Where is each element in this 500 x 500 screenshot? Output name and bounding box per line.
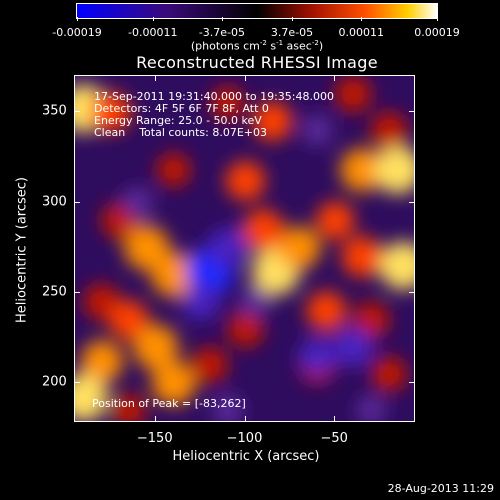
info-detectors: Detectors: 4F 5F 6F 7F 8F, Att 0 (94, 102, 269, 115)
colorbar-tick-label: -3.7e-05 (198, 26, 246, 39)
heatmap-emission-blob (334, 76, 372, 113)
y-tick-right (409, 382, 415, 384)
heatmap-emission-blob (371, 356, 407, 392)
heatmap-emission-blob (210, 86, 245, 121)
heatmap-emission-blob (91, 92, 131, 132)
colorbar (76, 3, 438, 19)
colorbar-tick (221, 17, 223, 21)
heatmap-emission-blob (242, 209, 284, 251)
chart-title: Reconstructed RHESSI Image (136, 53, 378, 72)
heatmap-emission-blob (227, 310, 264, 348)
heatmap-emission-blob (278, 226, 321, 269)
heatmap-emission-blob (83, 283, 121, 321)
heatmap-emission-blob (80, 340, 124, 383)
y-axis-label: Heliocentric Y (arcsec) (14, 177, 30, 323)
colorbar-tick-label: 3.7e-05 (270, 26, 314, 39)
timestamp: 28-Aug-2013 11:29 (387, 482, 494, 495)
heatmap-negative-blob (122, 186, 154, 219)
x-axis-label: Heliocentric X (arcsec) (172, 449, 320, 464)
y-tick-right (409, 201, 415, 203)
x-tick-label: −150 (136, 431, 173, 446)
heatmap-emission-blob (306, 291, 347, 331)
heatmap-emission-blob (225, 161, 266, 201)
y-tick-label: 300 (42, 194, 67, 209)
colorbar-tick-label: 0.00019 (414, 26, 460, 39)
heatmap-negative-blob (301, 114, 333, 146)
heatmap-emission-blob (379, 241, 414, 290)
heatmap-emission-blob (341, 236, 383, 278)
y-tick-label: 250 (42, 284, 67, 300)
colorbar-tick-label: 0.00011 (338, 26, 384, 39)
colorbar-tick (77, 17, 78, 21)
y-tick (74, 111, 80, 113)
heatmap-emission-blob (151, 252, 197, 298)
info-energy-range: Energy Range: 25.0 - 50.0 keV (94, 114, 262, 127)
heatmap-negative-blob (298, 337, 336, 375)
heatmap-negative-blob (182, 283, 220, 321)
heatmap-emission-blob (109, 300, 149, 340)
x-tick (334, 416, 336, 422)
heatmap-emission-blob (340, 148, 385, 192)
colorbar-tick-label: -0.00011 (128, 26, 178, 39)
plot-area (74, 75, 415, 422)
y-tick (74, 201, 80, 203)
colorbar-tick (152, 17, 154, 21)
heatmap-emission-blob (151, 361, 196, 406)
heatmap-emission-blob (133, 324, 179, 370)
heatmap-emission-blob (111, 393, 146, 421)
heatmap-negative-blob (211, 394, 244, 421)
heatmap-emission-blob (252, 101, 293, 141)
colorbar-tick (361, 17, 363, 21)
colorbar-tick-label: -0.00019 (52, 26, 102, 39)
heatmap-emission-blob (75, 373, 108, 421)
y-tick-right (409, 111, 415, 113)
colorbar-tick (437, 17, 438, 21)
colorbar-gradient (77, 4, 437, 18)
heatmap-emission-blob (352, 301, 390, 339)
heatmap-negative-blob (238, 286, 271, 318)
heatmap-emission-blob (316, 201, 355, 240)
colorbar-units: (photons cm-2 s-1 asec-2) (190, 39, 324, 53)
x-tick (154, 416, 156, 422)
heatmap-emission-blob (370, 111, 408, 149)
info-clean-counts: Clean Total counts: 8.07E+03 (94, 126, 268, 139)
x-tick-top (154, 75, 156, 81)
heatmap-image (75, 76, 414, 421)
heatmap-emission-blob (156, 152, 191, 187)
info-time-range: 17-Sep-2011 19:31:40.000 to 19:35:48.000 (94, 90, 334, 103)
x-tick-top (334, 75, 336, 81)
heatmap-emission-blob (191, 346, 229, 384)
heatmap-negative-blob (207, 227, 248, 268)
peak-position-label: Position of Peak = [-83,262] (92, 397, 246, 410)
y-tick-label: 200 (42, 374, 67, 390)
x-tick (244, 416, 246, 422)
colorbar-tick (292, 17, 294, 21)
heatmap-emission-blob (374, 145, 414, 194)
heatmap-negative-blob (333, 327, 373, 367)
y-tick (74, 291, 80, 293)
y-tick-right (409, 291, 415, 293)
y-tick (74, 382, 80, 384)
x-tick-top (244, 75, 246, 81)
x-tick-label: −50 (320, 431, 348, 446)
x-tick-label: −100 (226, 431, 263, 446)
y-tick-label: 350 (42, 103, 67, 119)
heatmap-negative-blob (356, 395, 387, 421)
